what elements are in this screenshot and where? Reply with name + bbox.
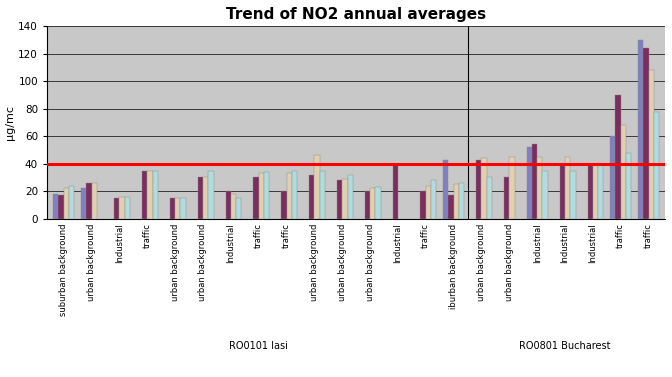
- Bar: [125, 197, 130, 219]
- Bar: [64, 188, 69, 219]
- Bar: [86, 183, 91, 219]
- Bar: [203, 178, 208, 219]
- Bar: [147, 170, 153, 219]
- Bar: [309, 175, 314, 219]
- Bar: [264, 172, 269, 219]
- Bar: [253, 178, 259, 219]
- Bar: [487, 178, 492, 219]
- Bar: [170, 198, 175, 219]
- Bar: [347, 175, 353, 219]
- Bar: [626, 153, 631, 219]
- Y-axis label: μg/mc: μg/mc: [5, 105, 15, 140]
- Bar: [542, 170, 548, 219]
- Bar: [638, 40, 643, 219]
- Bar: [175, 198, 181, 219]
- Bar: [476, 159, 481, 219]
- Bar: [431, 180, 436, 219]
- Bar: [314, 155, 320, 219]
- Bar: [292, 170, 297, 219]
- Bar: [198, 178, 203, 219]
- Bar: [320, 170, 325, 219]
- Bar: [421, 191, 426, 219]
- Bar: [648, 70, 654, 219]
- Bar: [376, 187, 380, 219]
- Bar: [58, 195, 64, 219]
- Bar: [337, 180, 342, 219]
- Bar: [504, 178, 509, 219]
- Bar: [226, 191, 231, 219]
- Bar: [286, 173, 292, 219]
- Bar: [565, 157, 571, 219]
- Bar: [208, 170, 214, 219]
- Bar: [560, 164, 565, 219]
- Bar: [443, 159, 448, 219]
- Bar: [282, 191, 286, 219]
- Bar: [527, 147, 532, 219]
- Bar: [537, 157, 542, 219]
- Bar: [509, 157, 515, 219]
- Bar: [153, 170, 158, 219]
- Bar: [459, 183, 464, 219]
- Bar: [616, 95, 621, 219]
- Bar: [532, 144, 537, 219]
- Bar: [365, 191, 370, 219]
- Bar: [587, 164, 593, 219]
- Bar: [643, 48, 648, 219]
- Bar: [69, 186, 75, 219]
- Bar: [53, 194, 58, 219]
- Bar: [598, 164, 603, 219]
- Bar: [593, 164, 598, 219]
- Bar: [454, 184, 459, 219]
- Bar: [610, 136, 616, 219]
- Bar: [120, 197, 125, 219]
- Bar: [370, 188, 376, 219]
- Bar: [236, 198, 241, 219]
- Text: RO0801 Bucharest: RO0801 Bucharest: [519, 341, 611, 351]
- Bar: [142, 170, 147, 219]
- Bar: [571, 170, 576, 219]
- Bar: [259, 173, 264, 219]
- Bar: [621, 125, 626, 219]
- Bar: [654, 112, 659, 219]
- Bar: [448, 195, 454, 219]
- Title: Trend of NO2 annual averages: Trend of NO2 annual averages: [226, 8, 487, 23]
- Bar: [91, 183, 97, 219]
- Bar: [392, 164, 398, 219]
- Bar: [181, 198, 185, 219]
- Bar: [231, 194, 236, 219]
- Bar: [81, 188, 86, 219]
- Text: RO0101 Iasi: RO0101 Iasi: [229, 341, 288, 351]
- Bar: [342, 179, 347, 219]
- Bar: [114, 198, 120, 219]
- Bar: [426, 186, 431, 219]
- Bar: [481, 158, 487, 219]
